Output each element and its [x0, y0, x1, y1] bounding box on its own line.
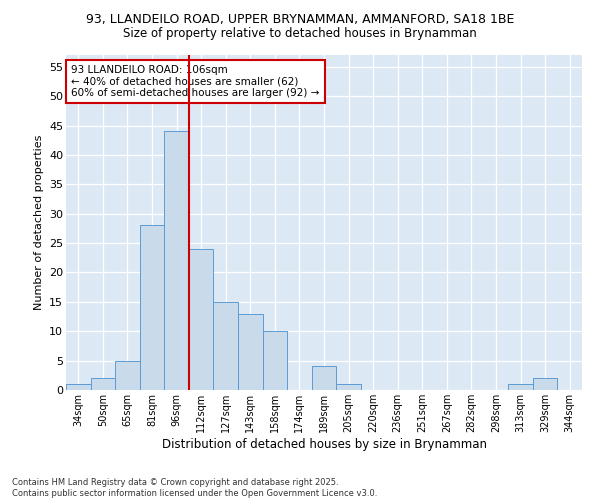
- Bar: [312, 366, 336, 390]
- X-axis label: Distribution of detached houses by size in Brynamman: Distribution of detached houses by size …: [161, 438, 487, 450]
- Bar: [66, 384, 91, 390]
- Bar: [189, 249, 214, 390]
- Bar: [263, 331, 287, 390]
- Bar: [508, 384, 533, 390]
- Text: Size of property relative to detached houses in Brynamman: Size of property relative to detached ho…: [123, 28, 477, 40]
- Bar: [238, 314, 263, 390]
- Bar: [164, 132, 189, 390]
- Text: 93 LLANDEILO ROAD: 106sqm
← 40% of detached houses are smaller (62)
60% of semi-: 93 LLANDEILO ROAD: 106sqm ← 40% of detac…: [71, 65, 320, 98]
- Text: 93, LLANDEILO ROAD, UPPER BRYNAMMAN, AMMANFORD, SA18 1BE: 93, LLANDEILO ROAD, UPPER BRYNAMMAN, AMM…: [86, 12, 514, 26]
- Bar: [91, 378, 115, 390]
- Bar: [214, 302, 238, 390]
- Bar: [140, 226, 164, 390]
- Y-axis label: Number of detached properties: Number of detached properties: [34, 135, 44, 310]
- Bar: [533, 378, 557, 390]
- Bar: [336, 384, 361, 390]
- Bar: [115, 360, 140, 390]
- Text: Contains HM Land Registry data © Crown copyright and database right 2025.
Contai: Contains HM Land Registry data © Crown c…: [12, 478, 377, 498]
